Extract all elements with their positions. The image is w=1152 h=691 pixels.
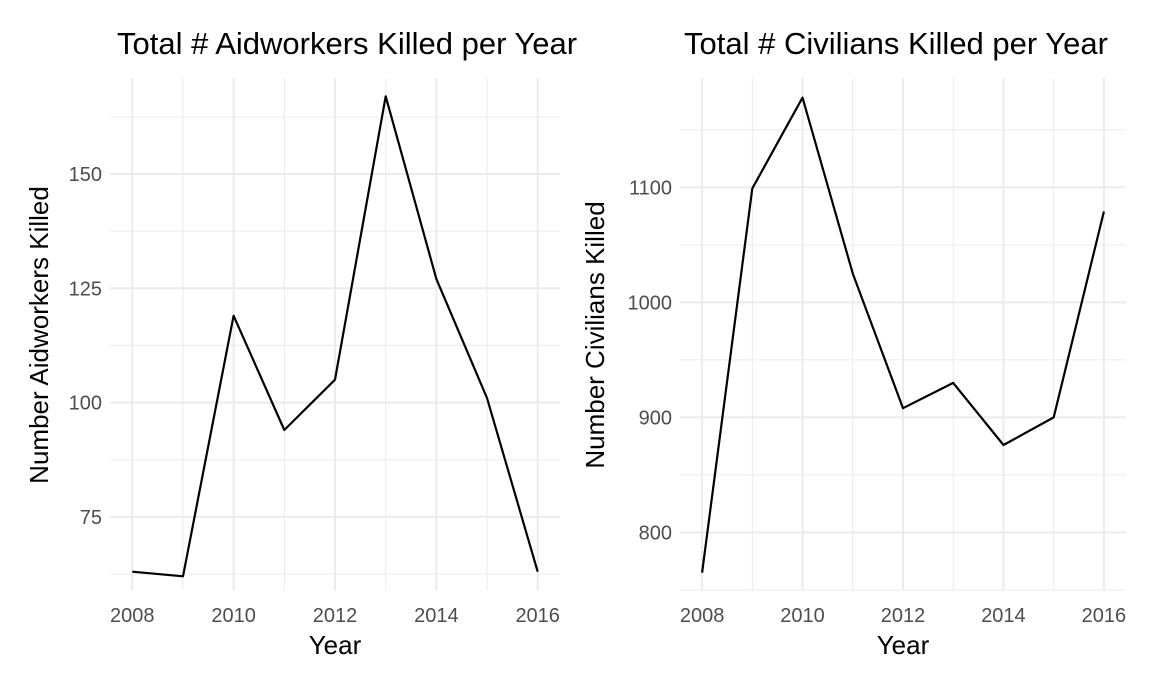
x-tick-label: 2016 [515, 605, 560, 627]
civilians-grid [680, 78, 1126, 591]
y-tick-label: 1000 [628, 292, 673, 314]
aidworkers-tick-labels: 2008 2010 2012 2014 2016 75 100 125 150 [69, 164, 560, 627]
x-tick-label: 2014 [981, 605, 1026, 627]
y-tick-label: 100 [69, 393, 102, 415]
x-tick-label: 2012 [313, 605, 358, 627]
x-tick-label: 2008 [680, 605, 725, 627]
aidworkers-y-axis-title: Number Aidworkers Killed [24, 186, 54, 484]
civilians-tick-labels: 2008 2010 2012 2014 2016 800 900 1000 1100 [628, 177, 1127, 627]
civilians-series [701, 96, 1105, 573]
x-tick-label: 2016 [1082, 605, 1127, 627]
y-tick-label: 125 [69, 278, 102, 300]
x-tick-label: 2014 [414, 605, 459, 627]
y-tick-label: 150 [69, 164, 102, 186]
aidworkers-x-axis-title: Year [309, 630, 362, 660]
aidworkers-series-line [132, 95, 539, 578]
y-tick-label: 900 [639, 407, 672, 429]
x-tick-label: 2012 [881, 605, 926, 627]
x-tick-label: 2008 [110, 605, 155, 627]
civilians-series-line [701, 96, 1105, 573]
civilians-chart-panel: Total # Civilians Killed per Year Number… [580, 26, 1126, 660]
y-tick-label: 800 [639, 522, 672, 544]
x-tick-label: 2010 [780, 605, 825, 627]
aidworkers-chart-panel: Total # Aidworkers Killed per Year Numbe… [24, 26, 577, 660]
y-tick-label: 1100 [629, 177, 672, 199]
civilians-y-axis-title: Number Civilians Killed [580, 201, 610, 468]
civilians-chart-title: Total # Civilians Killed per Year [684, 26, 1108, 61]
aidworkers-grid [110, 78, 560, 590]
y-tick-label: 75 [80, 507, 102, 529]
x-tick-label: 2010 [211, 605, 256, 627]
civilians-x-axis-title: Year [877, 630, 930, 660]
aidworkers-chart-title: Total # Aidworkers Killed per Year [117, 26, 577, 61]
aidworkers-series [132, 95, 539, 578]
